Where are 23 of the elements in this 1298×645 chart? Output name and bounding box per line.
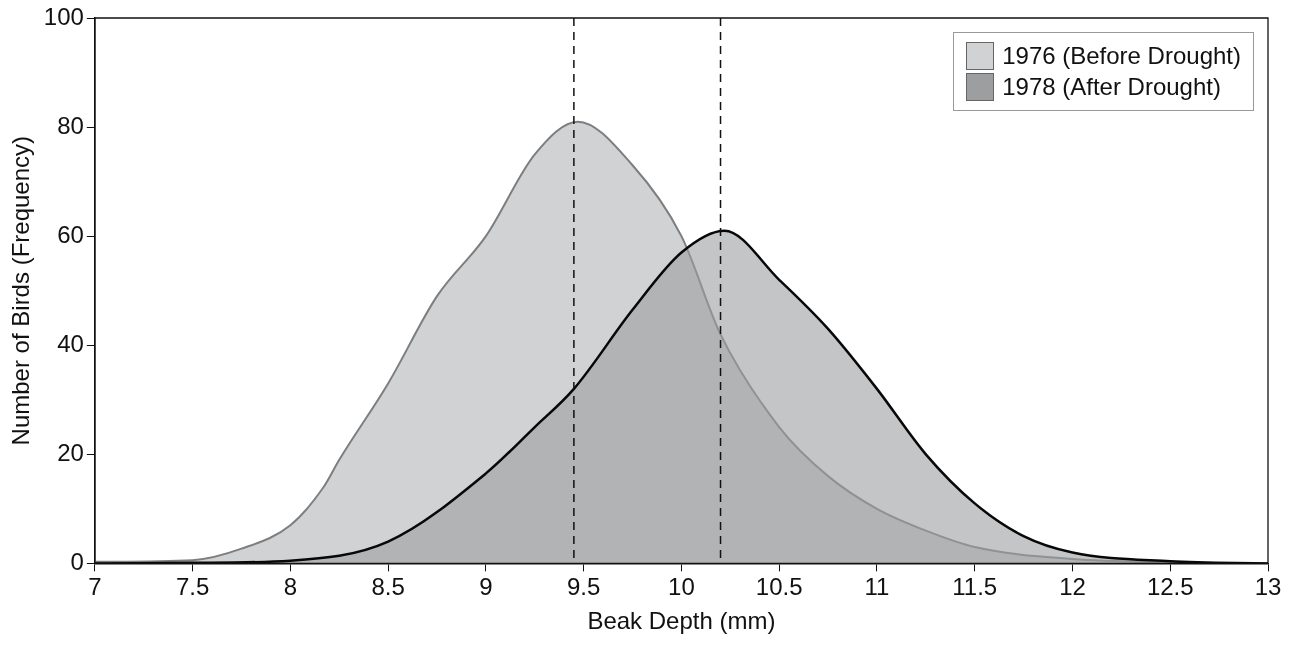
x-tick-label: 10.5 (755, 573, 803, 601)
x-axis-title: Beak Depth (mm) (587, 607, 776, 635)
x-tick-label: 8.5 (371, 573, 405, 601)
y-tick-label: 40 (57, 329, 84, 357)
y-tick-label: 20 (57, 438, 84, 466)
x-tick-label: 9 (479, 573, 493, 601)
x-tick-label: 13 (1254, 573, 1282, 601)
x-tick-label: 11.5 (952, 573, 998, 601)
legend-label: 1976 (Before Drought) (1002, 42, 1241, 70)
y-axis-title: Number of Birds (Frequency) (7, 135, 35, 446)
x-tick-label: 12 (1059, 573, 1086, 601)
x-tick-label: 8 (283, 573, 298, 601)
x-tick-label: 7 (88, 573, 102, 601)
legend-label: 1978 (After Drought) (1002, 73, 1221, 101)
x-tick-label: 7.5 (175, 573, 210, 601)
y-tick-label: 60 (57, 220, 84, 248)
x-tick-label: 12.5 (1146, 573, 1194, 601)
x-tick-label: 11 (864, 573, 890, 601)
x-tick-label: 9.5 (566, 573, 601, 601)
y-tick-label: 0 (70, 548, 84, 576)
y-tick-label: 80 (57, 111, 84, 139)
x-tick-label: 10 (668, 573, 695, 601)
y-tick-label: 100 (43, 2, 84, 30)
